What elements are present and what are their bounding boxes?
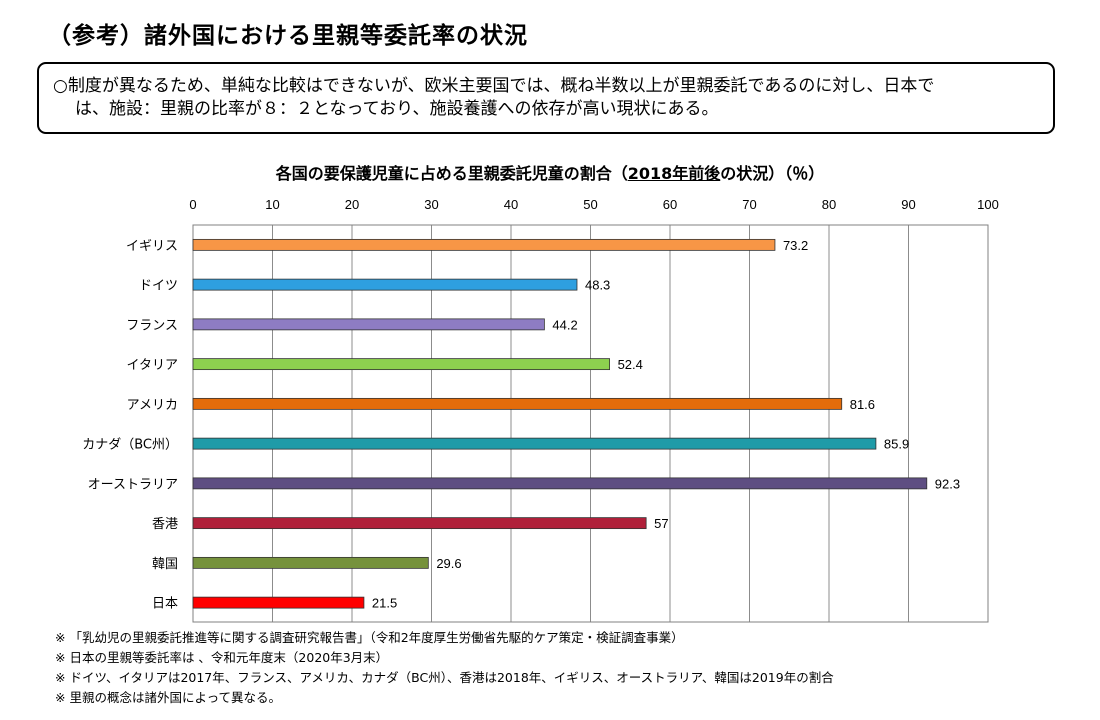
category-label: オーストラリア bbox=[88, 477, 178, 492]
category-label: フランス bbox=[126, 318, 178, 333]
data-label: 57 bbox=[654, 516, 668, 531]
x-tick-label: 80 bbox=[822, 197, 836, 212]
category-label: カナダ（BC州） bbox=[82, 438, 178, 453]
data-label: 81.6 bbox=[850, 397, 875, 412]
bar-8 bbox=[192, 556, 429, 569]
x-tick-label: 20 bbox=[345, 197, 359, 212]
chart-title-period: 2018年前後 bbox=[627, 164, 721, 183]
category-label: アメリカ bbox=[127, 398, 178, 413]
summary-line-1: ○制度が異なるため、単純な比較はできないが、欧米主要国では、概ね半数以上が里親委… bbox=[53, 76, 935, 96]
x-tick-label: 30 bbox=[424, 197, 438, 212]
data-label: 21.5 bbox=[372, 596, 397, 611]
x-tick-label: 10 bbox=[265, 197, 279, 212]
x-tick-label: 50 bbox=[583, 197, 597, 212]
bar-4 bbox=[192, 397, 843, 410]
x-tick-label: 70 bbox=[742, 197, 756, 212]
bar-7 bbox=[192, 517, 647, 530]
footnote-source: ※ 「乳幼児の里親委託推進等に関する調査研究報告書」（令和2年度厚生労働省先駆的… bbox=[55, 630, 684, 645]
plot-frame bbox=[192, 224, 989, 623]
footnote-japan-period: ※ 日本の里親等委託率は 、令和元年度末（2020年3月末） bbox=[55, 650, 389, 665]
category-label: 日本 bbox=[152, 597, 178, 612]
bar-3 bbox=[192, 358, 610, 371]
bar-2 bbox=[192, 318, 545, 331]
category-label: ドイツ bbox=[139, 279, 178, 294]
category-label: イギリス bbox=[126, 239, 178, 254]
footnote-concept: ※ 里親の概念は諸外国によって異なる。 bbox=[55, 690, 281, 705]
data-label: 29.6 bbox=[436, 556, 461, 571]
x-tick-label: 0 bbox=[189, 197, 196, 212]
x-tick-label: 40 bbox=[504, 197, 518, 212]
chart-title-part3: の状況）（％） bbox=[720, 164, 825, 183]
x-tick-label: 90 bbox=[901, 197, 915, 212]
data-label: 92.3 bbox=[935, 476, 960, 491]
data-label: 52.4 bbox=[618, 357, 643, 372]
category-label: イタリア bbox=[127, 358, 178, 373]
page-title: （参考）諸外国における里親等委託率の状況 bbox=[48, 23, 528, 49]
bar-9 bbox=[192, 596, 365, 609]
summary-box: ○制度が異なるため、単純な比較はできないが、欧米主要国では、概ね半数以上が里親委… bbox=[37, 62, 1055, 134]
footnote-country-years: ※ ドイツ、イタリアは2017年、フランス、アメリカ、カナダ（BC州）、香港は2… bbox=[55, 670, 834, 685]
bar-5 bbox=[192, 437, 877, 450]
data-label: 48.3 bbox=[585, 278, 610, 293]
category-label: 香港 bbox=[152, 517, 178, 532]
bar-0 bbox=[192, 238, 776, 251]
bar-6 bbox=[192, 477, 928, 490]
category-label: 韓国 bbox=[152, 557, 178, 572]
footnotes: ※ 「乳幼児の里親委託推進等に関する調査研究報告書」（令和2年度厚生労働省先駆的… bbox=[55, 628, 834, 708]
x-tick-label: 100 bbox=[977, 197, 999, 212]
chart-title: 各国の要保護児童に占める里親委託児童の割合（2018年前後の状況）（％） bbox=[190, 160, 910, 184]
data-label: 73.2 bbox=[783, 238, 808, 253]
chart-title-part1: 各国の要保護児童に占める里親委託児童の割合（ bbox=[275, 164, 628, 183]
x-tick-label: 60 bbox=[663, 197, 677, 212]
data-label: 44.2 bbox=[552, 317, 577, 332]
bar-1 bbox=[192, 278, 578, 291]
data-label: 85.9 bbox=[884, 437, 909, 452]
summary-line-2: は、施設：里親の比率が８：２となっており、施設養護への依存が高い現状にある。 bbox=[75, 99, 719, 119]
